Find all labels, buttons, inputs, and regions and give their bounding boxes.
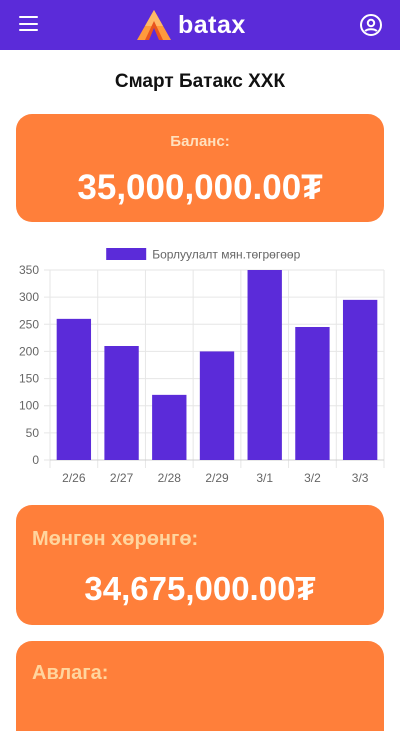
y-tick-label: 100	[19, 399, 39, 413]
balance-label: Баланс:	[170, 133, 230, 150]
bar-3/1	[247, 270, 282, 460]
balance-amount: 35,000,000.00₮	[77, 168, 323, 207]
account-circle-icon[interactable]	[359, 13, 383, 37]
app-name: batax	[178, 11, 246, 39]
x-tick-label: 3/3	[352, 471, 369, 485]
cash-assets-label: Мөнгөн хөрөнгө:	[32, 528, 199, 550]
x-tick-label: 2/28	[158, 471, 182, 485]
bar-2/27	[104, 346, 139, 460]
balance-card: Баланс: 35,000,000.00₮	[16, 114, 384, 222]
hamburger-menu-icon[interactable]	[19, 16, 39, 34]
bar-2/28	[152, 394, 187, 460]
x-tick-label: 2/26	[62, 471, 86, 485]
receivables-label: Авлага:	[32, 662, 109, 684]
y-tick-label: 50	[26, 426, 40, 440]
legend-swatch	[106, 248, 147, 260]
bar-3/3	[342, 299, 378, 460]
y-tick-label: 200	[19, 344, 39, 358]
batax-logo-icon	[137, 10, 171, 40]
cash-assets-card: Мөнгөн хөрөнгө: 34,675,000.00₮	[16, 505, 384, 625]
y-tick-label: 350	[19, 263, 39, 277]
company-name: Смарт Батакс ХХК	[114, 71, 286, 92]
y-tick-label: 250	[19, 317, 39, 331]
y-tick-label: 300	[19, 290, 39, 304]
x-tick-label: 3/1	[256, 471, 273, 485]
y-tick-label: 0	[32, 453, 39, 467]
app-bar: batax	[0, 0, 400, 50]
sales-chart: 0 50 100 150 200 250 300 350 2/26 2/27 2/28 2/29 3/1…	[0, 240, 400, 490]
bar-2/29	[199, 351, 235, 460]
x-tick-label: 2/29	[205, 471, 229, 485]
bar-2/26	[56, 318, 92, 460]
bar-3/2	[295, 327, 330, 460]
app-logo[interactable]: batax	[136, 9, 246, 41]
x-tick-label: 2/27	[110, 471, 134, 485]
receivables-card: Авлага:	[16, 641, 384, 731]
cash-assets-amount: 34,675,000.00₮	[84, 570, 316, 607]
sales-chart-svg: 0 50 100 150 200 250 300 350 2/26 2/27 2/28 2/29 3/1…	[19, 248, 385, 485]
legend-label: Борлуулалт мян.төгрөгөөр	[152, 248, 300, 262]
y-tick-label: 150	[19, 372, 39, 386]
x-tick-label: 3/2	[304, 471, 321, 485]
